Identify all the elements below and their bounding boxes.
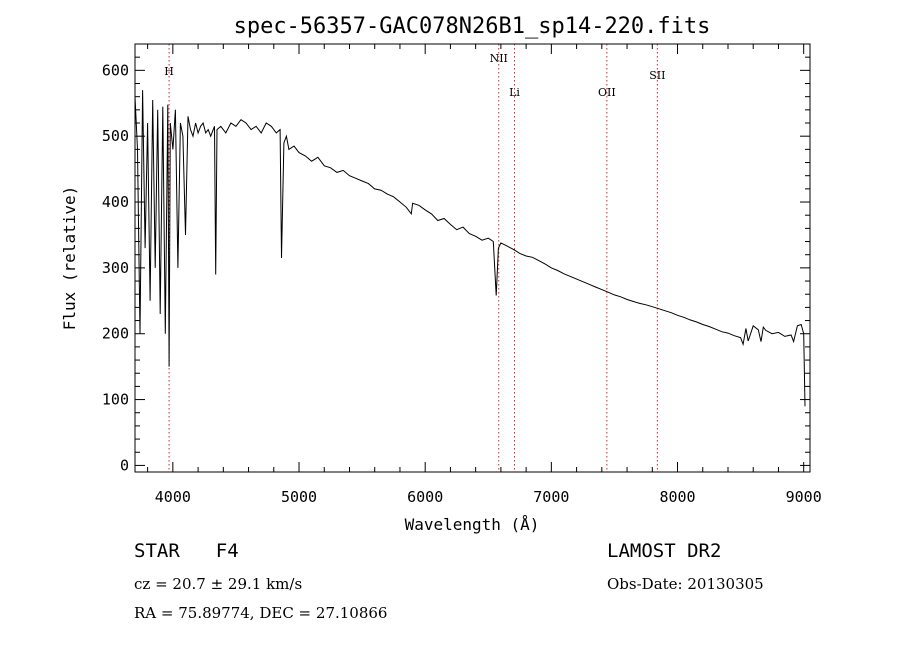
y-tick-label: 500 xyxy=(102,127,129,145)
line-label-li: Li xyxy=(509,86,520,99)
x-tick-label: 9000 xyxy=(786,488,822,506)
coordinates: RA = 75.89774, DEC = 27.10866 xyxy=(134,604,388,622)
x-axis-label: Wavelength (Å) xyxy=(405,515,540,534)
plot-frame xyxy=(134,43,811,473)
spectrum-line xyxy=(134,90,806,407)
x-axis: 4000 5000 6000 7000 8000 9000 xyxy=(147,44,822,506)
spectral-line-markers: H NII Li OII SII xyxy=(164,44,665,472)
line-label-h: H xyxy=(164,65,174,78)
redshift-cz: cz = 20.7 ± 29.1 km/s xyxy=(134,575,303,593)
object-subclass: F4 xyxy=(215,540,239,562)
x-tick-label: 6000 xyxy=(407,488,443,506)
y-tick-label: 400 xyxy=(102,193,129,211)
chart-title: spec-56357-GAC078N26B1_sp14-220.fits xyxy=(234,14,711,39)
y-axis: 0 100 200 300 400 500 600 xyxy=(102,56,810,474)
object-type: STAR xyxy=(134,540,180,562)
x-tick-label: 8000 xyxy=(659,488,695,506)
y-tick-label: 600 xyxy=(102,61,129,79)
y-axis-label: Flux (relative) xyxy=(60,186,79,331)
y-tick-label: 200 xyxy=(102,325,129,343)
survey-name: LAMOST DR2 xyxy=(607,540,722,562)
line-label-nii: NII xyxy=(490,52,508,65)
line-label-sii: SII xyxy=(649,69,665,82)
object-class: STAR F4 xyxy=(134,540,239,562)
y-tick-label: 0 xyxy=(120,456,129,474)
line-label-oii: OII xyxy=(598,86,616,99)
y-tick-label: 100 xyxy=(102,391,129,409)
x-tick-label: 4000 xyxy=(155,488,191,506)
x-tick-label: 5000 xyxy=(281,488,317,506)
y-tick-label: 300 xyxy=(102,259,129,277)
obs-date: Obs-Date: 20130305 xyxy=(607,575,764,593)
x-tick-label: 7000 xyxy=(533,488,569,506)
